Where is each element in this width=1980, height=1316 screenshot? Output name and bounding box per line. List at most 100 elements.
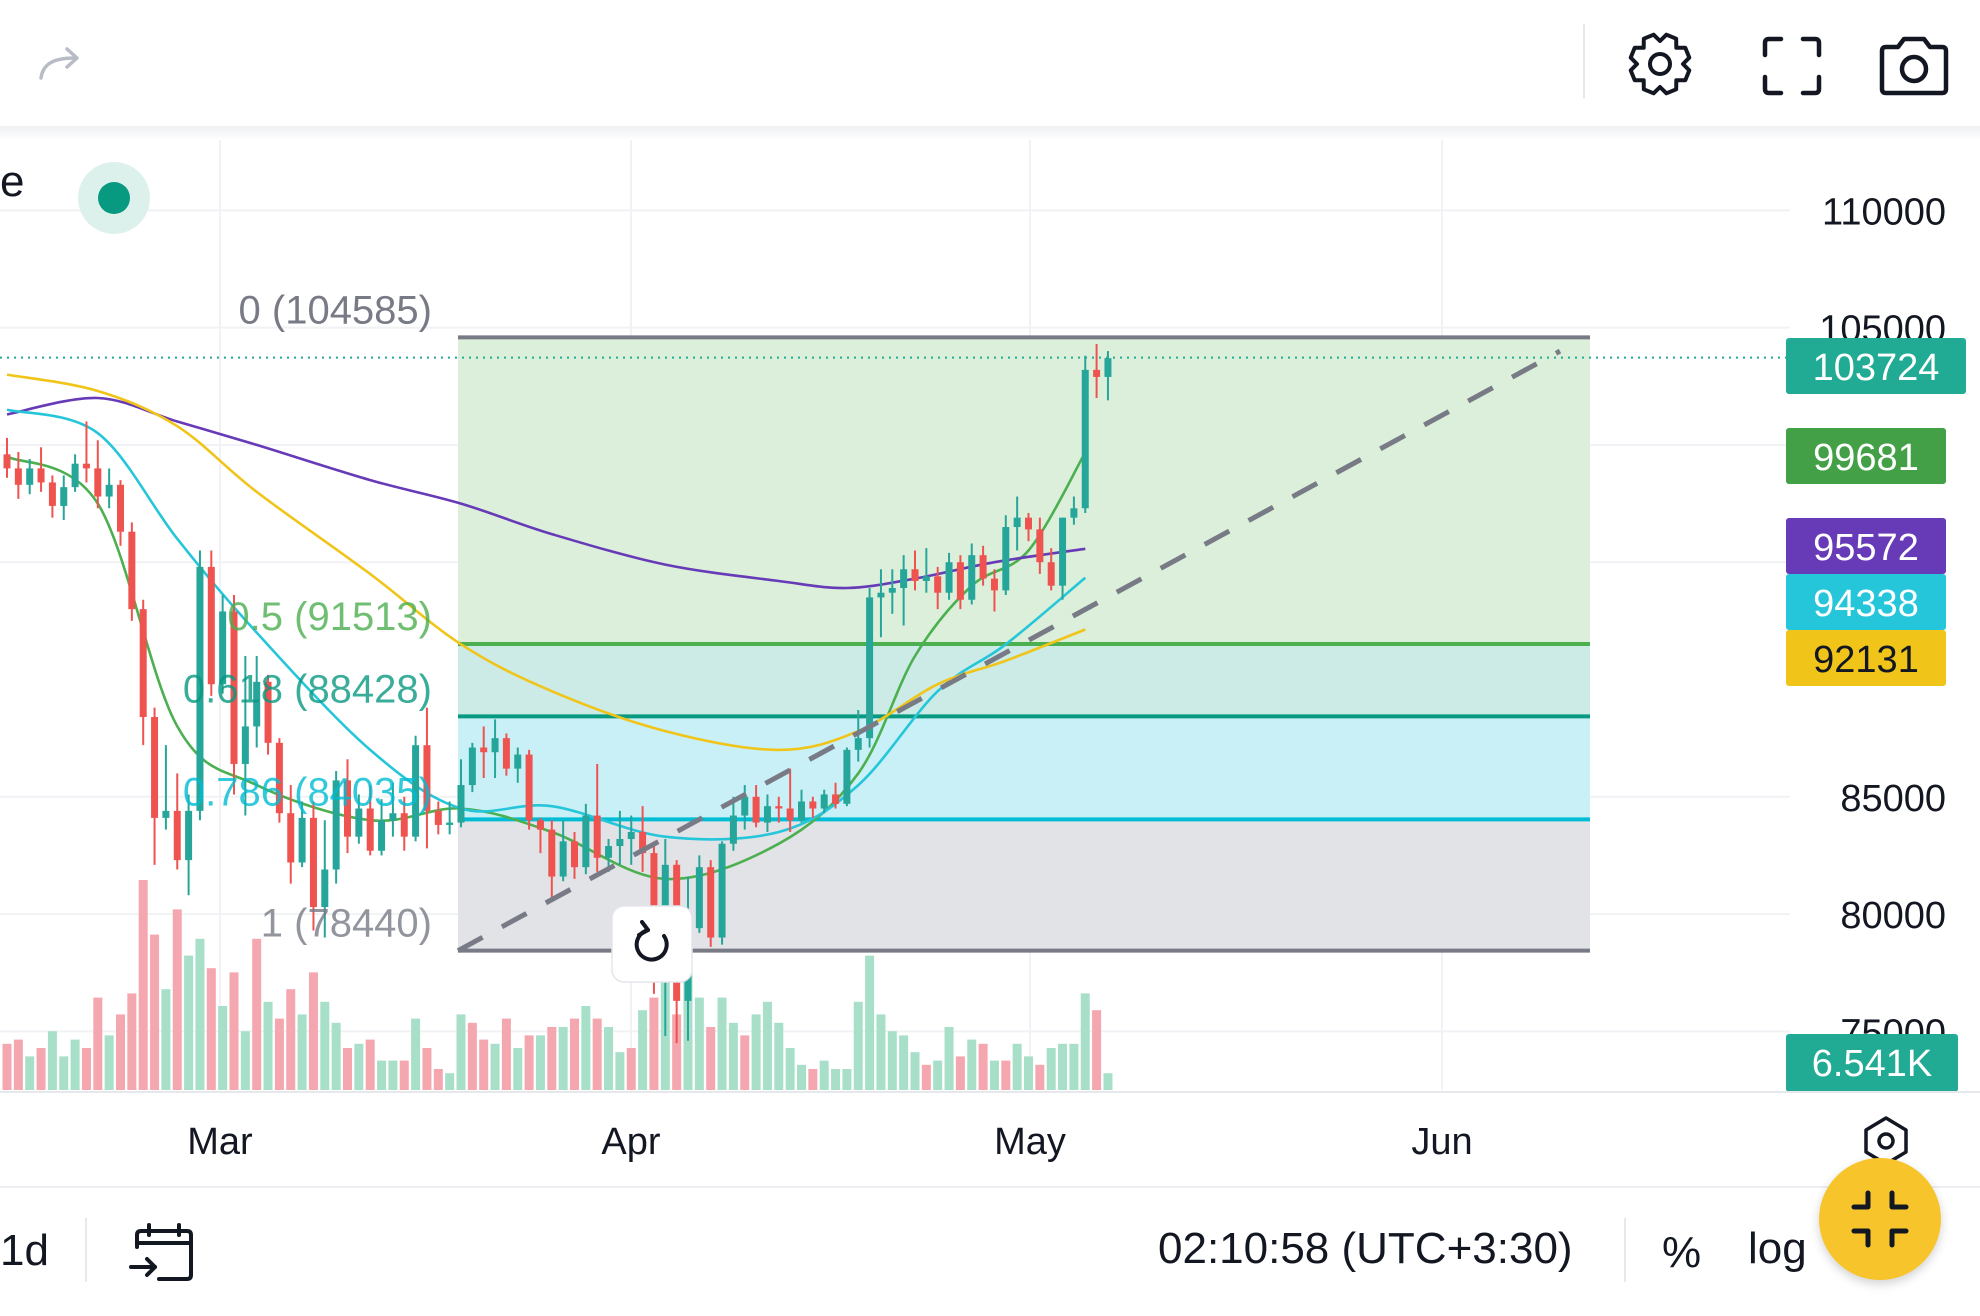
price-scale-label: 99681 [1786,428,1946,484]
volume-bar [172,909,182,1090]
candle [956,555,964,610]
volume-bar [717,997,727,1090]
volume-bar [433,1069,443,1090]
price-tick-label: 110000 [1822,191,1946,233]
volume-bar [104,1035,114,1090]
candle [1013,496,1021,551]
candle [82,421,90,483]
candle [729,796,737,851]
volume-bar [138,880,148,1090]
volume-bar [286,989,296,1090]
candle [820,789,828,814]
timezone-clock[interactable]: 02:10:58 (UTC+3:30) [1158,1224,1573,1273]
volume-bar [399,1060,409,1090]
volume-bar [501,1018,511,1090]
candle [14,451,22,499]
volume-bar [490,1043,500,1090]
go-to-date-button[interactable] [124,1218,204,1288]
volume-bar [921,1064,931,1090]
candle [945,552,953,600]
fibonacci-retracement[interactable] [458,335,1590,953]
volume-bar [592,1018,602,1090]
volume-bar [263,1001,273,1090]
price-chart[interactable]: 0 (104585) 0.5 (91513) 0.618 (88428) 0.786 … [0,140,1980,1186]
volume-bar [93,997,103,1090]
svg-text:92131: 92131 [1813,639,1919,681]
time-tick-label: Apr [601,1121,660,1163]
volume-bar [240,1031,250,1090]
candle [321,820,329,938]
percent-toggle[interactable]: % [1662,1228,1702,1277]
volume-bar [524,1035,534,1090]
volume-bar [1012,1043,1022,1090]
volume-bar [320,1001,330,1090]
candle [173,773,181,870]
candle [979,545,987,586]
volume-bar [218,1006,228,1090]
time-axis[interactable]: Mar Apr May Jun [0,1091,1980,1166]
candle [219,595,227,694]
trend-line-segment[interactable] [456,348,1562,953]
legend: e [0,157,150,234]
candle [525,749,533,830]
volume-bar [456,1014,466,1090]
settings-button[interactable] [1622,26,1698,102]
volume-bar [59,1056,69,1090]
volume-bar [13,1039,23,1090]
candle [309,801,317,931]
volume-bar [785,1048,795,1090]
volume-bar [25,1056,35,1090]
volume-bar [853,1001,863,1090]
fullscreen-icon [1762,36,1822,96]
fib-zone [458,644,1590,717]
volume-bar [649,997,659,1090]
volume-bar [581,1006,591,1090]
reset-icon [634,920,669,962]
candle [763,794,771,832]
candle [900,555,908,626]
redo-button[interactable] [28,36,92,92]
log-toggle[interactable]: log [1748,1224,1807,1273]
fibonacci-labels: 0 (104585) 0.5 (91513) 0.618 (88428) 0.786 … [183,288,432,945]
candle [117,480,124,546]
volume-bar [933,1060,943,1090]
collapse-button[interactable] [1819,1158,1941,1280]
redo-arrow-icon [39,47,79,80]
candle [128,522,136,621]
moving-average-line [6,373,1086,752]
axis-settings-icon[interactable] [1864,1116,1908,1166]
fullscreen-button[interactable] [1754,28,1830,104]
volume-bar [819,1060,829,1090]
volume-scale-label: 6.541K [1786,1034,1958,1092]
candle [366,785,374,856]
fib-zone [458,716,1590,820]
candle [241,656,249,816]
volume-bar [388,1060,398,1090]
candle [446,801,454,835]
fib-level-label: 0.618 (88428) [183,667,432,711]
volume-bar [887,1031,897,1090]
volume-bar [161,989,171,1090]
interval-button[interactable]: 1d [0,1226,49,1275]
screenshot-button[interactable] [1874,28,1954,104]
legend-title: e [0,157,24,206]
candle [866,588,874,748]
candle [809,796,817,818]
volume-bar [36,1048,46,1090]
volume-bar [274,1018,284,1090]
candle [752,785,760,828]
volume-bar [615,1052,625,1090]
volume-bar [1058,1043,1068,1090]
candle [185,794,193,896]
price-tick-label: 85000 [1840,778,1946,820]
volume-bar [694,997,704,1090]
candle [298,801,306,868]
volume-bar [467,1022,477,1090]
price-axis[interactable]: 7500080000850001050001100001037249968195… [1786,191,1966,1092]
reset-chart-button[interactable] [611,905,693,983]
candle [536,817,544,854]
trend-line[interactable] [456,348,1562,953]
volume-bar [1046,1048,1056,1090]
fib-level-label: 0.786 (84035) [183,770,432,814]
